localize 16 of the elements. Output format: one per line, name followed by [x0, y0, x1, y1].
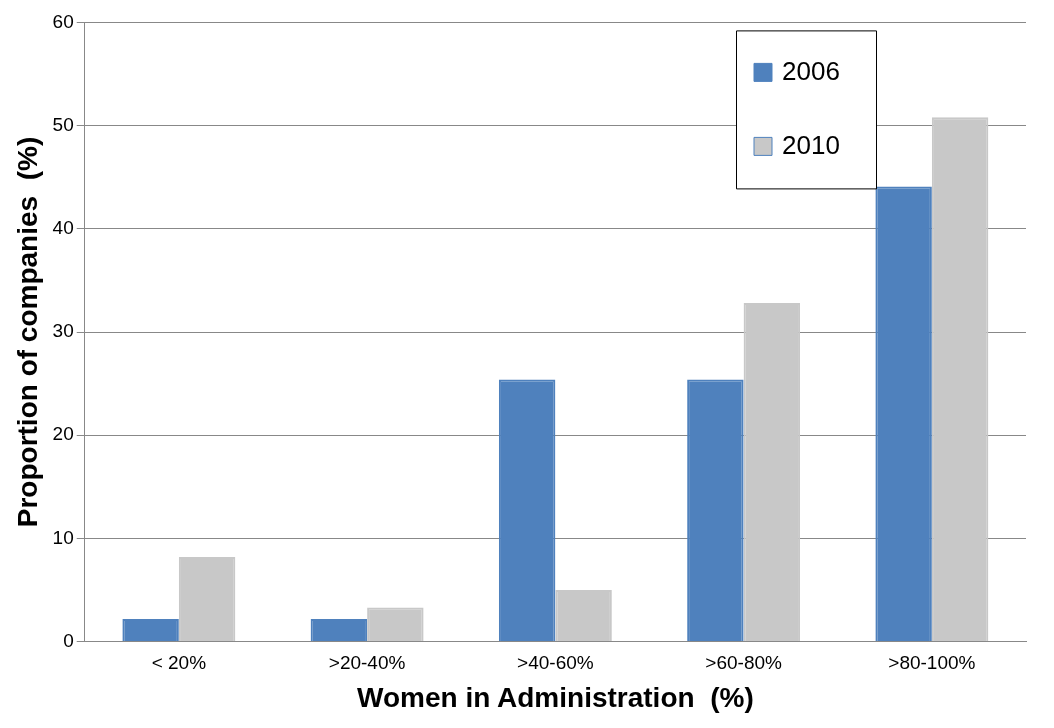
x-tick-label: >80-100%	[888, 652, 976, 674]
y-tick-label: 60	[52, 10, 74, 32]
x-tick-label: >40-60%	[517, 652, 594, 674]
x-tick-label: < 20%	[151, 652, 207, 674]
x-tick-label: >60-80%	[705, 652, 783, 674]
y-tick-label: 10	[52, 526, 74, 548]
y-tick-label: 50	[52, 113, 74, 135]
legend-label: 2010	[782, 129, 840, 160]
y-tick-label: 30	[52, 320, 74, 342]
y-tick-label: 40	[52, 217, 74, 239]
legend-label: 2006	[782, 55, 840, 86]
y-tick-label: 0	[63, 629, 74, 651]
x-tick-label: >20-40%	[328, 652, 406, 674]
y-tick-label: 20	[52, 423, 74, 445]
x-axis-title: Women in Administration (%)	[357, 681, 754, 713]
y-axis-title: Proportion of companies (%)	[11, 136, 43, 528]
